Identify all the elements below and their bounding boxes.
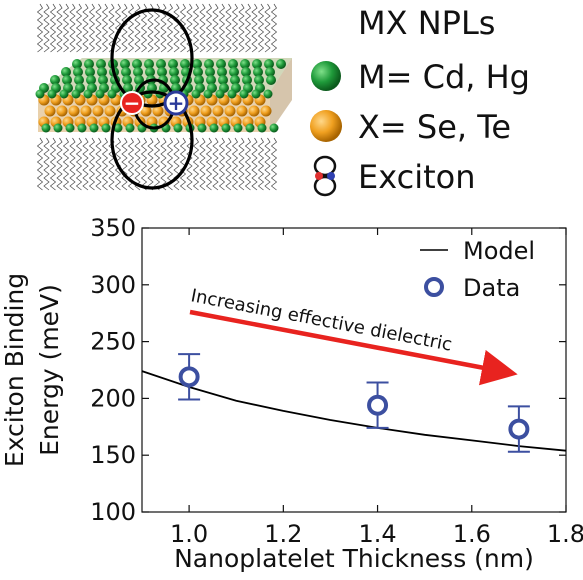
y-tick-label: 250 (90, 328, 136, 356)
legend-data-label: Data (463, 274, 520, 302)
y-tick-label: 100 (90, 498, 136, 526)
green-sphere-icon (311, 61, 341, 91)
orange-sphere-icon (310, 110, 342, 142)
dielectric-annotation: Increasing effective dielectric (189, 285, 518, 386)
x-axis-label: Nanoplatelet Thickness (nm) (174, 544, 534, 573)
y-axis: 100 150 200 250 300 350 (90, 214, 566, 526)
model-line (141, 370, 567, 452)
minus-sign: − (124, 91, 141, 115)
electron-icon (120, 91, 144, 115)
legend-label-chalcogen: X= Se, Te (358, 108, 511, 146)
plot-frame (141, 227, 567, 513)
y-axis-label-line-2: Energy (meV) (35, 284, 64, 456)
legend-label-metal: M= Cd, Hg (358, 58, 530, 96)
data-point (178, 366, 200, 388)
hole-icon (163, 90, 189, 116)
data-point (508, 418, 530, 440)
x-tick-label: 1.6 (453, 520, 491, 548)
x-axis: 1.0 1.2 1.4 1.6 1.8 (170, 228, 583, 548)
legend-model-label: Model (463, 237, 535, 265)
legend-data-marker (424, 277, 444, 297)
x-tick-label: 1.0 (170, 520, 208, 548)
legend-label-exciton: Exciton (358, 158, 475, 196)
x-tick-label: 1.2 (264, 520, 302, 548)
x-tick-label: 1.8 (547, 520, 583, 548)
y-tick-label: 300 (90, 271, 136, 299)
schematic-title: MX NPLs (358, 4, 495, 42)
legend-item-exciton: Exciton (313, 155, 475, 197)
exciton-charges: − + (120, 90, 189, 116)
legend-item-metal: M= Cd, Hg (311, 58, 530, 96)
y-tick-label: 200 (90, 384, 136, 412)
exciton-icon (313, 155, 337, 197)
y-axis-label-line-1: Exciton Binding (0, 273, 29, 467)
chart-legend: Model Data (420, 237, 535, 302)
plot-area (141, 353, 567, 453)
y-tick-label: 150 (90, 441, 136, 469)
ligand-chains (36, 3, 278, 191)
x-tick-label: 1.4 (358, 520, 396, 548)
y-tick-label: 350 (90, 214, 136, 242)
chart: 100 150 200 250 300 350 1.0 1.2 1.4 1.6 1.8 Nanop… (0, 214, 583, 573)
plus-sign: + (168, 91, 185, 115)
data-point (367, 394, 389, 416)
legend-item-chalcogen: X= Se, Te (310, 108, 511, 146)
trend-arrow (189, 309, 518, 386)
nanoplatelet-schematic: − + (35, 3, 292, 191)
